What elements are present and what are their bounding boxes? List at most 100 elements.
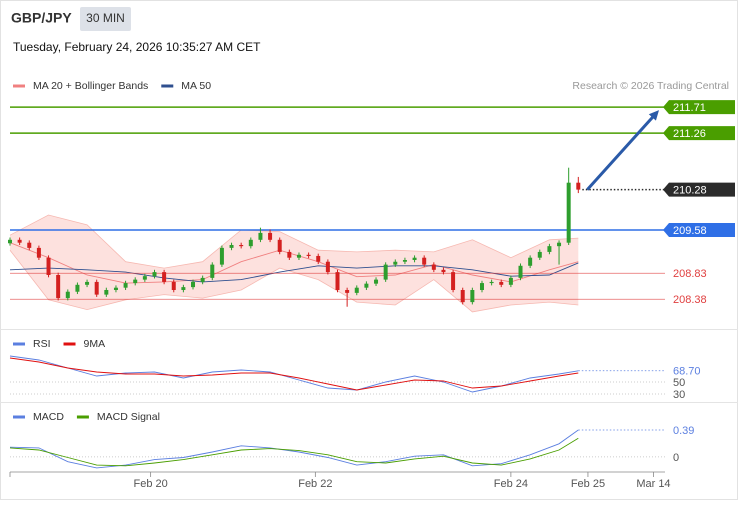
legend-swatch (13, 342, 25, 346)
candle-body (171, 281, 176, 290)
legend-label: MA 20 + Bollinger Bands (33, 80, 148, 92)
candle-body (17, 239, 22, 243)
legend-label: 9MA (84, 338, 106, 350)
level-label: 210.28 (673, 185, 707, 197)
level-tag (663, 100, 735, 115)
candle-body (354, 287, 359, 293)
candle-body (248, 239, 253, 247)
candle-body (229, 245, 234, 248)
candle-body (8, 239, 12, 244)
candle-body (36, 247, 41, 258)
candle-body (27, 242, 32, 248)
candle-body (258, 232, 263, 240)
candle-body (374, 279, 379, 284)
candle-body (479, 283, 484, 290)
candle-body (364, 283, 369, 288)
candle-body (431, 264, 436, 270)
candle-body (316, 255, 321, 262)
candle-body (537, 251, 542, 258)
candle-body (65, 291, 70, 299)
candle-body (393, 261, 398, 265)
candle-body (181, 287, 186, 290)
candle-body (557, 242, 562, 247)
level-tag (663, 182, 735, 197)
candle-body (152, 272, 157, 277)
candle-body (489, 281, 494, 284)
candle-body (306, 254, 311, 256)
level-label: 211.26 (673, 128, 706, 140)
x-tick-label: Mar 14 (636, 478, 670, 490)
candle-body (441, 269, 446, 273)
candle-body (104, 290, 109, 295)
candle-body (422, 257, 427, 265)
legend-swatch (76, 415, 89, 419)
symbol: GBP/JPY (11, 10, 72, 26)
current-value-label: 68.70 (673, 366, 701, 378)
candle-body (133, 279, 138, 284)
candle-body (268, 232, 273, 240)
timeframe[interactable]: 30 MIN (86, 11, 125, 25)
candle-body (566, 182, 571, 243)
level-label: 208.83 (673, 268, 707, 280)
level-tag (663, 223, 735, 237)
legend-label: MA 50 (181, 80, 211, 92)
series-line (9, 357, 579, 391)
candle-body (123, 283, 128, 288)
x-tick-label: Feb 24 (494, 478, 528, 490)
legend-swatch (13, 84, 25, 88)
x-tick-label: Feb 22 (298, 478, 332, 490)
candle-body (277, 239, 282, 252)
candle-body (162, 272, 167, 282)
y-tick-label: 30 (673, 389, 685, 401)
candle-body (325, 261, 330, 273)
target-arrow (586, 114, 655, 191)
candle-body (210, 264, 215, 278)
candle-body (94, 281, 99, 295)
level-tag (663, 126, 735, 141)
candle-body (191, 281, 196, 288)
current-value-label: 0.39 (673, 425, 694, 437)
candle-body (508, 277, 513, 285)
candle-body (142, 276, 147, 280)
legend-label: MACD (33, 411, 64, 423)
candle-body (528, 257, 533, 266)
x-tick-label: Feb 20 (134, 478, 168, 490)
legend-label: RSI (33, 338, 51, 350)
level-label: 209.58 (673, 225, 707, 237)
legend-swatch (161, 84, 174, 88)
candle-body (219, 247, 224, 265)
level-label: 208.38 (673, 294, 707, 306)
candle-body (345, 290, 350, 293)
y-tick-label: 0 (673, 452, 679, 464)
candle-body (402, 260, 407, 262)
series-line (9, 355, 579, 393)
x-tick-label: Feb 25 (571, 478, 605, 490)
candle-body (470, 290, 475, 303)
candle-body (499, 281, 504, 285)
candle-body (518, 265, 523, 278)
candle-body (296, 254, 301, 258)
legend-swatch (63, 342, 76, 346)
candle-body (412, 257, 417, 260)
datetime: Tuesday, February 24, 2026 10:35:27 AM C… (13, 40, 261, 54)
timeframe-box[interactable] (80, 7, 131, 31)
candle-body (383, 264, 388, 280)
target-arrow-head (648, 110, 659, 121)
candle-body (200, 277, 205, 282)
legend-swatch (13, 415, 25, 419)
candle-body (451, 272, 456, 290)
credit: Research © 2026 Trading Central (572, 80, 729, 92)
candle-body (335, 272, 340, 290)
candle-body (75, 284, 80, 292)
level-label: 211.71 (673, 102, 706, 114)
legend-label: MACD Signal (97, 411, 160, 423)
candle-body (460, 290, 465, 303)
candle-body (239, 245, 244, 247)
candle-body (287, 251, 292, 258)
bollinger-lower (9, 249, 579, 313)
candle-body (113, 287, 118, 290)
series-line (9, 437, 579, 467)
bollinger-band (10, 215, 579, 312)
